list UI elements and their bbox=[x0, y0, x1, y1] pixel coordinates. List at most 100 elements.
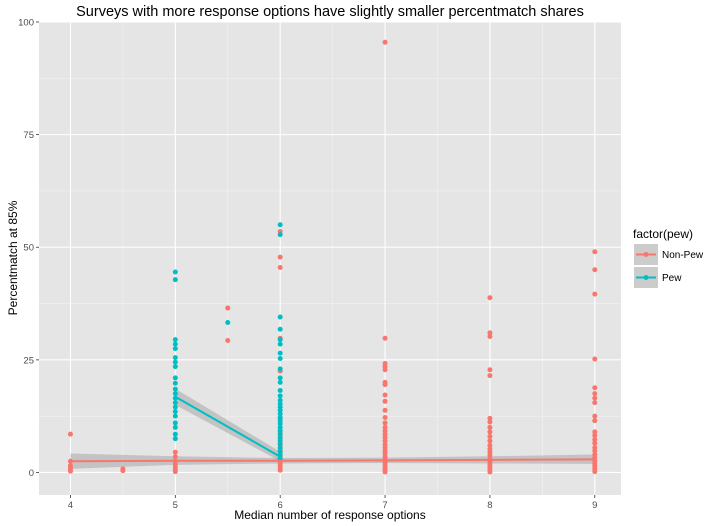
point-pew bbox=[172, 269, 178, 275]
point-non-pew bbox=[487, 295, 493, 301]
point-non-pew bbox=[382, 415, 388, 421]
point-pew bbox=[172, 364, 178, 370]
point-non-pew bbox=[382, 392, 388, 398]
point-non-pew bbox=[67, 468, 73, 474]
point-non-pew bbox=[382, 398, 388, 404]
point-non-pew bbox=[382, 469, 388, 475]
point-non-pew bbox=[382, 367, 388, 373]
plot-panel bbox=[39, 22, 621, 495]
point-non-pew bbox=[592, 433, 598, 439]
point-pew bbox=[172, 413, 178, 419]
legend-label-non-pew: Non-Pew bbox=[662, 250, 704, 261]
data-points bbox=[67, 39, 598, 475]
point-non-pew bbox=[487, 415, 493, 421]
point-pew bbox=[172, 359, 178, 365]
point-non-pew bbox=[592, 448, 598, 454]
point-non-pew bbox=[382, 39, 388, 45]
point-non-pew bbox=[487, 333, 493, 339]
x-tick-label: 4 bbox=[68, 500, 73, 511]
point-pew bbox=[172, 420, 178, 426]
point-non-pew bbox=[487, 433, 493, 439]
point-non-pew bbox=[382, 407, 388, 413]
point-pew bbox=[172, 404, 178, 410]
point-non-pew bbox=[487, 452, 493, 458]
point-pew bbox=[172, 346, 178, 352]
point-non-pew bbox=[172, 454, 178, 460]
point-non-pew bbox=[487, 438, 493, 444]
point-pew bbox=[277, 445, 283, 451]
point-non-pew bbox=[592, 291, 598, 297]
point-pew bbox=[172, 341, 178, 347]
point-non-pew bbox=[487, 469, 493, 475]
point-pew bbox=[277, 449, 283, 455]
point-non-pew bbox=[225, 305, 231, 311]
point-non-pew bbox=[277, 467, 283, 473]
point-pew bbox=[172, 375, 178, 381]
point-pew bbox=[172, 391, 178, 397]
trend-line-pew bbox=[174, 395, 281, 458]
y-tick-label: 75 bbox=[23, 130, 34, 141]
y-tick-label: 100 bbox=[18, 18, 34, 29]
point-non-pew bbox=[172, 469, 178, 475]
point-pew bbox=[172, 277, 178, 283]
point-pew bbox=[277, 326, 283, 332]
y-tick-label: 50 bbox=[23, 243, 34, 254]
point-non-pew bbox=[382, 438, 388, 444]
point-non-pew bbox=[487, 373, 493, 379]
point-pew bbox=[277, 442, 283, 448]
point-pew bbox=[172, 355, 178, 361]
point-non-pew bbox=[382, 424, 388, 430]
point-non-pew bbox=[382, 335, 388, 341]
y-axis-ticks: 0 25 50 75 100 bbox=[18, 18, 39, 479]
ribbon-pew bbox=[175, 388, 281, 462]
x-tick-label: 9 bbox=[592, 500, 597, 511]
point-non-pew bbox=[120, 468, 126, 474]
point-non-pew bbox=[592, 429, 598, 435]
point-pew bbox=[172, 409, 178, 415]
point-pew bbox=[172, 431, 178, 437]
point-non-pew bbox=[487, 442, 493, 448]
point-pew bbox=[277, 428, 283, 434]
point-non-pew bbox=[67, 431, 73, 437]
point-pew bbox=[277, 375, 283, 381]
point-pew bbox=[172, 436, 178, 442]
point-pew bbox=[172, 424, 178, 430]
legend-title: factor(pew) bbox=[633, 227, 693, 241]
point-pew bbox=[277, 397, 283, 403]
point-pew bbox=[277, 393, 283, 399]
point-non-pew bbox=[592, 400, 598, 406]
point-pew bbox=[277, 411, 283, 417]
point-non-pew bbox=[592, 413, 598, 419]
point-pew bbox=[277, 407, 283, 413]
point-pew bbox=[277, 379, 283, 385]
point-pew bbox=[277, 341, 283, 347]
point-pew bbox=[277, 366, 283, 372]
y-tick-label: 25 bbox=[23, 355, 34, 366]
point-non-pew bbox=[592, 469, 598, 475]
point-non-pew bbox=[592, 395, 598, 401]
point-pew bbox=[172, 337, 178, 343]
legend-label-pew: Pew bbox=[662, 273, 682, 284]
point-non-pew bbox=[382, 382, 388, 388]
point-non-pew bbox=[487, 367, 493, 373]
point-pew bbox=[277, 438, 283, 444]
point-pew bbox=[277, 350, 283, 356]
legend: factor(pew) Non-Pew Pew bbox=[633, 227, 704, 288]
point-pew bbox=[172, 400, 178, 406]
point-non-pew bbox=[592, 356, 598, 362]
point-pew bbox=[277, 387, 283, 393]
point-non-pew bbox=[487, 419, 493, 425]
point-pew bbox=[277, 434, 283, 440]
point-pew bbox=[277, 337, 283, 343]
point-non-pew bbox=[592, 267, 598, 273]
point-non-pew bbox=[225, 337, 231, 343]
point-non-pew bbox=[592, 437, 598, 443]
legend-point-pew bbox=[643, 275, 649, 280]
point-non-pew bbox=[277, 254, 283, 260]
legend-point-non-pew bbox=[643, 252, 649, 257]
y-tick-label: 0 bbox=[29, 468, 34, 479]
point-non-pew bbox=[382, 434, 388, 440]
y-axis-label: Percentmatch at 85% bbox=[6, 200, 20, 315]
point-non-pew bbox=[592, 249, 598, 255]
trend-lines bbox=[70, 395, 595, 463]
